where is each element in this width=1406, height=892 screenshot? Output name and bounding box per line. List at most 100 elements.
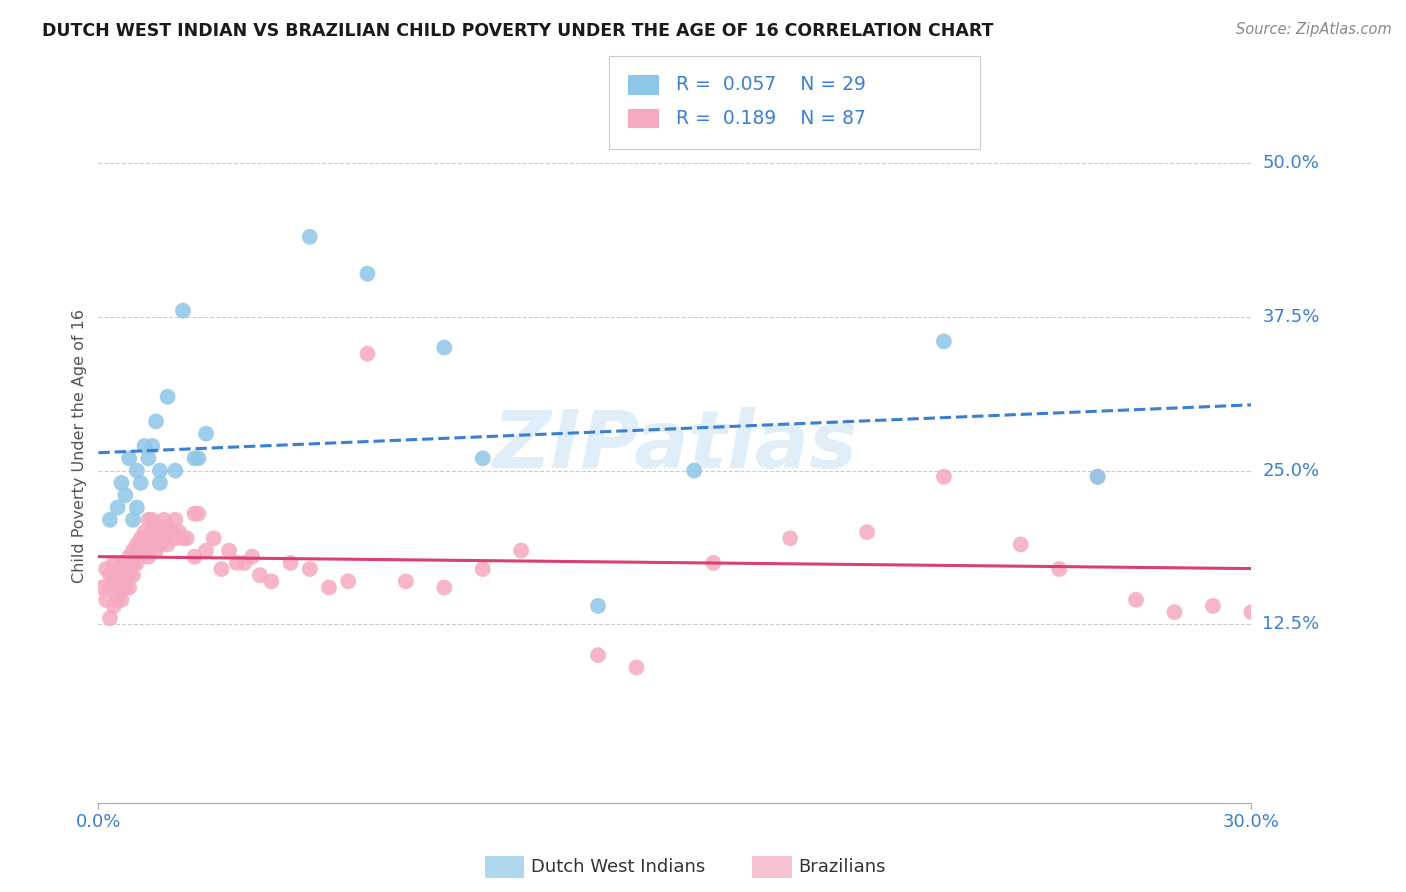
Point <box>145 543 167 558</box>
Text: R =  0.189    N = 87: R = 0.189 N = 87 <box>676 109 866 128</box>
Point <box>114 568 136 582</box>
Point <box>172 303 194 318</box>
Point <box>1087 469 1109 483</box>
Point <box>110 556 132 570</box>
Point <box>172 531 194 545</box>
Point <box>149 464 172 478</box>
Point <box>138 531 160 545</box>
Text: 37.5%: 37.5% <box>1263 308 1320 326</box>
Point <box>183 451 205 466</box>
Point <box>152 513 174 527</box>
Text: 12.5%: 12.5% <box>1263 615 1320 633</box>
Point <box>118 581 141 595</box>
Point <box>240 549 263 564</box>
Point <box>1047 562 1070 576</box>
Point <box>110 475 132 490</box>
Point <box>103 574 125 589</box>
Point <box>209 562 232 576</box>
Point <box>702 556 724 570</box>
Point <box>98 568 121 582</box>
Point <box>118 549 141 564</box>
Point <box>118 568 141 582</box>
Point <box>98 581 121 595</box>
Point <box>233 556 256 570</box>
Point <box>98 611 121 625</box>
Point <box>183 549 205 564</box>
Point <box>165 531 187 545</box>
Point <box>149 519 172 533</box>
Point <box>134 543 156 558</box>
Point <box>225 556 247 570</box>
Point <box>932 334 955 349</box>
Point <box>107 574 129 589</box>
Point <box>125 543 148 558</box>
Y-axis label: Child Poverty Under the Age of 16: Child Poverty Under the Age of 16 <box>72 309 87 583</box>
Point <box>1087 469 1109 483</box>
Point <box>134 439 156 453</box>
Text: Brazilians: Brazilians <box>799 858 886 876</box>
Point <box>110 592 132 607</box>
Point <box>1163 605 1185 619</box>
Point <box>471 562 494 576</box>
Point <box>122 556 145 570</box>
Text: Source: ZipAtlas.com: Source: ZipAtlas.com <box>1236 22 1392 37</box>
Point <box>165 464 187 478</box>
Point <box>141 525 163 540</box>
Point <box>932 469 955 483</box>
Point <box>149 475 172 490</box>
Text: 25.0%: 25.0% <box>1263 461 1320 480</box>
Point <box>856 525 879 540</box>
Point <box>318 581 340 595</box>
Point <box>118 451 141 466</box>
Point <box>149 537 172 551</box>
Point <box>218 543 240 558</box>
Point <box>129 543 152 558</box>
Point <box>683 464 706 478</box>
Point <box>156 390 179 404</box>
Text: 50.0%: 50.0% <box>1263 154 1319 172</box>
Point <box>626 660 648 674</box>
Point <box>156 537 179 551</box>
Point <box>1202 599 1225 613</box>
Point <box>280 556 302 570</box>
Point <box>156 519 179 533</box>
Point <box>298 230 321 244</box>
Point <box>125 500 148 515</box>
Point <box>298 562 321 576</box>
Point <box>195 426 218 441</box>
Text: DUTCH WEST INDIAN VS BRAZILIAN CHILD POVERTY UNDER THE AGE OF 16 CORRELATION CHA: DUTCH WEST INDIAN VS BRAZILIAN CHILD POV… <box>42 22 994 40</box>
Point <box>167 525 190 540</box>
Point <box>122 543 145 558</box>
Point <box>395 574 418 589</box>
Point <box>779 531 801 545</box>
Point <box>433 581 456 595</box>
Point <box>145 414 167 428</box>
Point <box>249 568 271 582</box>
Point <box>145 531 167 545</box>
Point <box>586 599 609 613</box>
Point <box>176 531 198 545</box>
Point <box>107 562 129 576</box>
Point <box>125 556 148 570</box>
Point <box>187 451 209 466</box>
Point <box>114 488 136 502</box>
Point <box>138 451 160 466</box>
Point <box>183 507 205 521</box>
Point <box>433 341 456 355</box>
Point <box>165 513 187 527</box>
Point <box>129 475 152 490</box>
Point <box>114 581 136 595</box>
Text: ZIPatlas: ZIPatlas <box>492 407 858 485</box>
Point <box>98 513 121 527</box>
Point <box>202 531 225 545</box>
Point <box>114 562 136 576</box>
Point <box>141 513 163 527</box>
Point <box>260 574 283 589</box>
Point <box>141 439 163 453</box>
Point <box>125 464 148 478</box>
Point <box>356 347 378 361</box>
Point <box>356 267 378 281</box>
Point <box>103 599 125 613</box>
Text: Dutch West Indians: Dutch West Indians <box>531 858 706 876</box>
Point <box>94 592 117 607</box>
